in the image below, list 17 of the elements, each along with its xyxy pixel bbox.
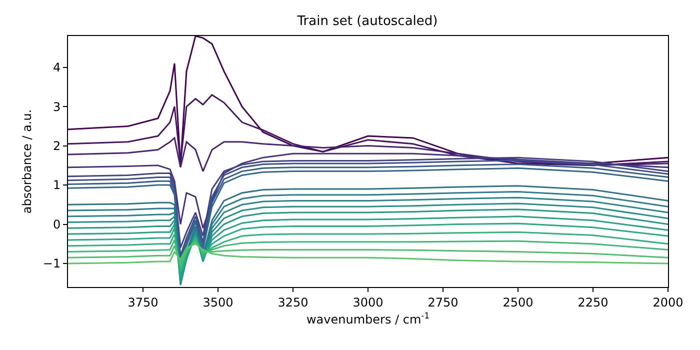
y-tick-label: 2 [52,139,61,154]
chart-title: Train set (autoscaled) [296,14,438,29]
y-axis-title: absorbance / a.u. [20,109,34,214]
y-tick-label: 3 [52,100,61,114]
y-tick-label: 1 [52,178,61,192]
x-tick-label: 2500 [502,295,534,310]
x-tick-label: 3500 [202,295,234,310]
y-tick-label: 4 [52,60,61,75]
y-tick-label: −1 [42,256,61,271]
x-tick-label: 3250 [278,295,308,310]
x-tick-label: 3000 [352,295,384,310]
x-tick-label: 2000 [652,295,684,310]
x-tick-label: 2250 [578,295,608,310]
x-tick-label: 3750 [128,295,158,310]
x-tick-label: 2750 [428,295,458,310]
x-axis-title: wavenumbers / cm$^{-1}$ [306,310,430,326]
y-tick-label: 0 [52,217,61,232]
